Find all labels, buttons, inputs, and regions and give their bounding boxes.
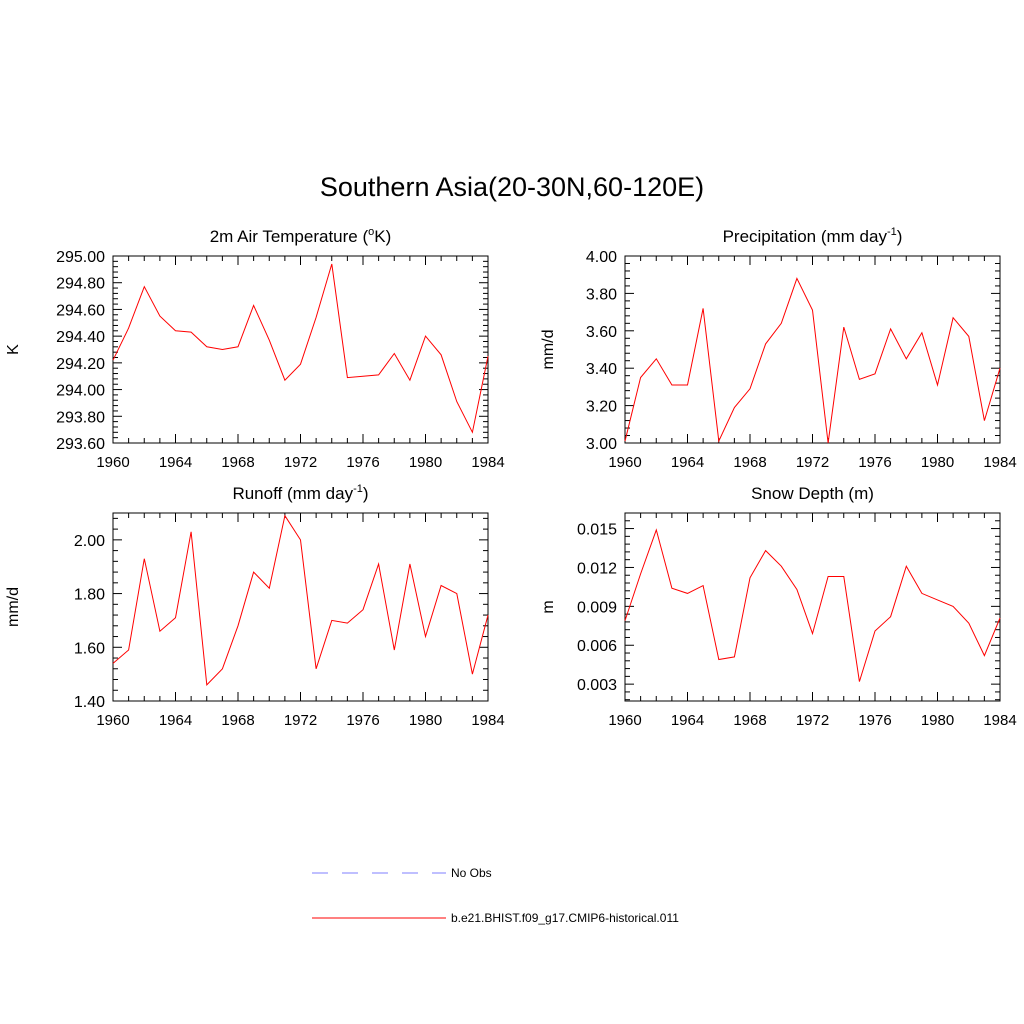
precipitation-plot-frame <box>624 255 1001 444</box>
air-temperature-panel-title: 2m Air Temperature (oK) <box>210 226 392 246</box>
runoff-panel-title-super: -1 <box>353 483 363 495</box>
figure-title: Southern Asia(20-30N,60-120E) <box>319 172 705 202</box>
snow-depth-xtick-label: 1976 <box>858 712 891 729</box>
snow-depth-xtick-label: 1960 <box>608 712 641 729</box>
air-temperature-ytick-label: 294.20 <box>56 356 105 373</box>
air-temperature-ylabel: K <box>5 344 22 355</box>
air-temperature-ytick-label: 293.80 <box>56 409 105 426</box>
air-temperature-ytick-label: 294.40 <box>56 329 105 346</box>
runoff-ytick-label: 2.00 <box>74 533 105 550</box>
snow-depth-xtick-label: 1968 <box>733 712 766 729</box>
snow-depth-panel-title: Snow Depth (m) <box>751 484 874 503</box>
air-temperature-xtick-label: 1976 <box>346 454 379 471</box>
air-temperature-series-line <box>112 263 489 434</box>
air-temperature-xtick-label: 1980 <box>409 454 442 471</box>
runoff-ytick-label: 1.40 <box>74 694 105 711</box>
panel-precipitation: Precipitation (mm day-1) 1960 1964 1968 1972… <box>540 226 1017 471</box>
precipitation-xtick-label: 1976 <box>858 454 891 471</box>
snow-depth-ytick-label: 0.003 <box>577 677 617 694</box>
snow-depth-series-line <box>624 528 1001 682</box>
runoff-xtick-label: 1964 <box>159 712 192 729</box>
air-temperature-xtick-label: 1972 <box>284 454 317 471</box>
runoff-xtick-label: 1960 <box>96 712 129 729</box>
runoff-xtick-label: 1980 <box>409 712 442 729</box>
air-temperature-xtick-label: 1968 <box>221 454 254 471</box>
panel-runoff: Runoff (mm day-1) 1960 1964 1968 1972 1976 198… <box>5 483 505 729</box>
precipitation-panel-title: Precipitation (mm day-1) <box>723 226 903 246</box>
precipitation-xtick-label: 1972 <box>796 454 829 471</box>
snow-depth-xtick-label: 1980 <box>921 712 954 729</box>
snow-depth-ytick-label: 0.009 <box>577 599 617 616</box>
precipitation-xtick-label: 1968 <box>733 454 766 471</box>
precipitation-xtick-label: 1960 <box>608 454 641 471</box>
precipitation-ytick-label: 3.60 <box>586 324 617 341</box>
legend-label-model: b.e21.BHIST.f09_g17.CMIP6-historical.011 <box>451 911 679 925</box>
air-temperature-xtick-label: 1964 <box>159 454 192 471</box>
runoff-ytick-label: 1.60 <box>74 640 105 657</box>
precipitation-panel-title-super: -1 <box>887 226 897 238</box>
legend: No Obs b.e21.BHIST.f09_g17.CMIP6-histori… <box>312 866 679 925</box>
air-temperature-panel-title-tail: K) <box>374 227 391 246</box>
air-temperature-xtick-label: 1984 <box>471 454 504 471</box>
air-temperature-ytick-label: 295.00 <box>56 249 105 266</box>
precipitation-ytick-label: 4.00 <box>586 249 617 266</box>
precipitation-ylabel: mm/d <box>540 330 557 370</box>
snow-depth-panel-title-main: Snow Depth (m) <box>751 484 874 503</box>
precipitation-ytick-label: 3.00 <box>586 436 617 453</box>
snow-depth-ytick-label: 0.012 <box>577 560 617 577</box>
precipitation-xtick-label: 1980 <box>921 454 954 471</box>
snow-depth-ytick-label: 0.006 <box>577 638 617 655</box>
air-temperature-ytick-label: 294.80 <box>56 276 105 293</box>
air-temperature-ytick-label: 294.60 <box>56 302 105 319</box>
snow-depth-xtick-label: 1972 <box>796 712 829 729</box>
precipitation-panel-title-main: Precipitation (mm day <box>723 227 888 246</box>
precipitation-series-line <box>624 277 1001 444</box>
panel-air-temperature: 2m Air Temperature (oK) 1960 1964 1968 1972 1… <box>5 226 505 471</box>
snow-depth-plot-frame <box>624 512 1001 702</box>
air-temperature-plot-frame <box>112 255 489 444</box>
air-temperature-panel-title-super: o <box>368 226 374 238</box>
runoff-ytick-label: 1.80 <box>74 587 105 604</box>
air-temperature-ytick-label: 293.60 <box>56 436 105 453</box>
runoff-panel-title-tail: ) <box>363 484 369 503</box>
precipitation-ytick-label: 3.20 <box>586 399 617 416</box>
runoff-series-line <box>112 514 489 687</box>
precipitation-xtick-label: 1964 <box>671 454 704 471</box>
legend-label-no-obs: No Obs <box>451 866 492 880</box>
air-temperature-ytick-label: 294.00 <box>56 383 105 400</box>
snow-depth-xtick-label: 1964 <box>671 712 704 729</box>
runoff-ylabel: mm/d <box>5 587 22 627</box>
runoff-xtick-label: 1976 <box>346 712 379 729</box>
air-temperature-xtick-label: 1960 <box>96 454 129 471</box>
snow-depth-ylabel: m <box>540 600 557 613</box>
precipitation-xtick-label: 1984 <box>983 454 1016 471</box>
air-temperature-panel-title-main: 2m Air Temperature ( <box>210 227 369 246</box>
runoff-xtick-label: 1968 <box>221 712 254 729</box>
precipitation-ytick-label: 3.80 <box>586 286 617 303</box>
snow-depth-xtick-label: 1984 <box>983 712 1016 729</box>
panel-snow-depth: Snow Depth (m) 1960 1964 1968 1972 1976 1980 19… <box>540 484 1017 729</box>
precipitation-panel-title-tail: ) <box>897 227 903 246</box>
runoff-panel-title: Runoff (mm day-1) <box>232 483 368 503</box>
precipitation-ytick-label: 3.40 <box>586 361 617 378</box>
runoff-xtick-label: 1972 <box>284 712 317 729</box>
runoff-xtick-label: 1984 <box>471 712 504 729</box>
snow-depth-ytick-label: 0.015 <box>577 522 617 539</box>
runoff-panel-title-main: Runoff (mm day <box>232 484 353 503</box>
